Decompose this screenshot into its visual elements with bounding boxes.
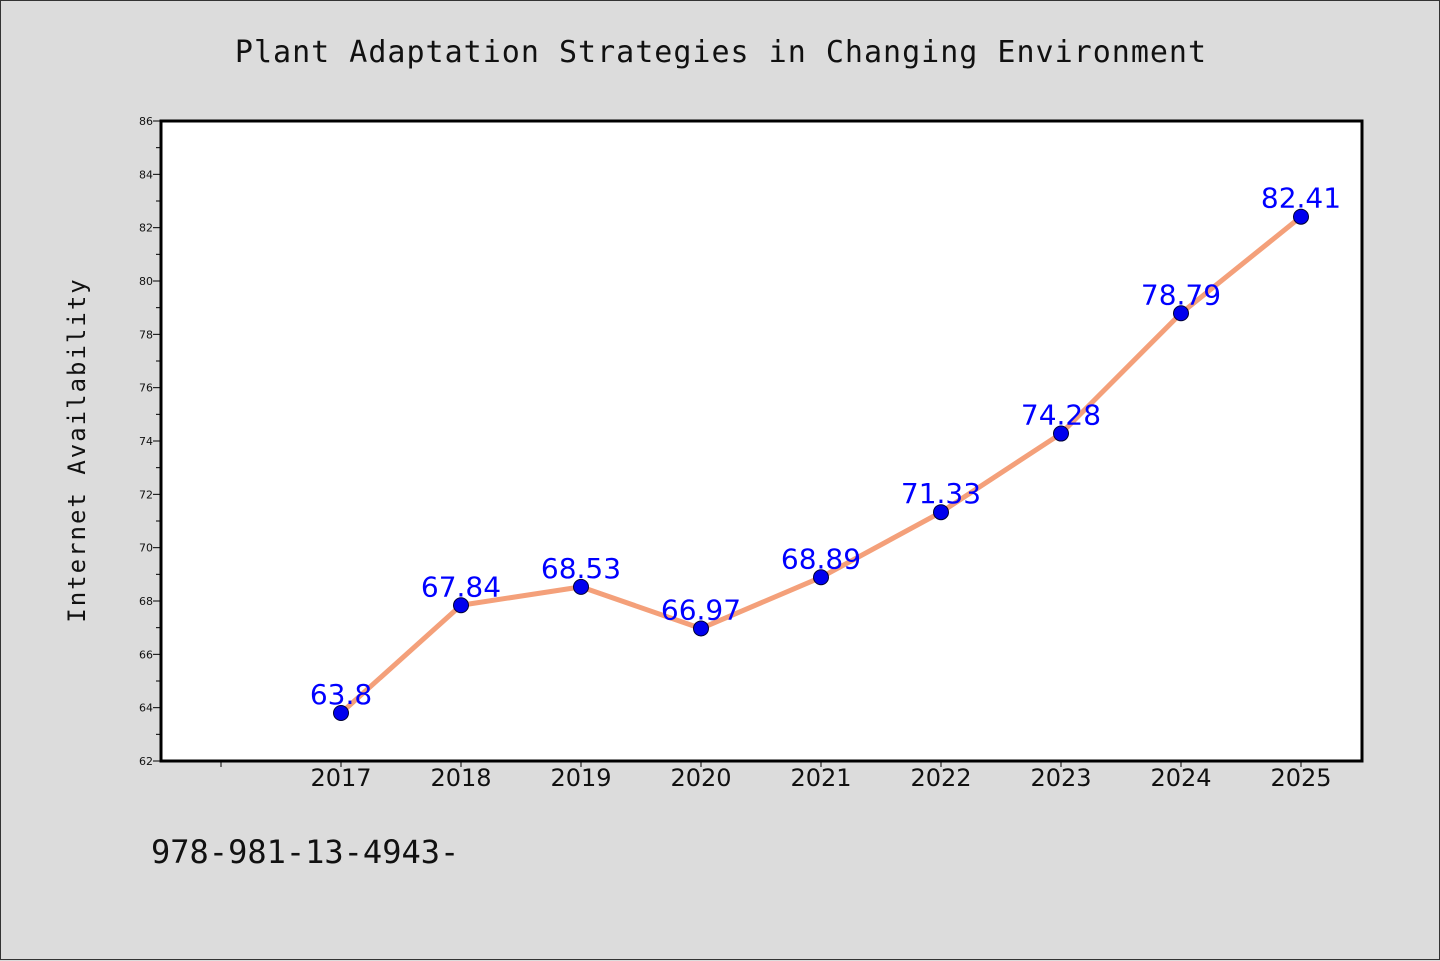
x-tick-label: 2022 [910,764,971,792]
x-tick-label: 2021 [790,764,851,792]
data-point [693,620,709,637]
y-tick-label: 66 [139,648,153,661]
y-tick-label: 62 [139,755,153,768]
data-label: 68.89 [781,542,861,575]
data-label: 67.84 [421,570,501,603]
data-label: 74.28 [1021,399,1101,432]
y-tick-label: 68 [139,595,153,608]
y-tick-label: 70 [139,542,153,555]
data-label: 68.53 [541,552,621,585]
isbn-footer-text: 978-981-13-4943- [151,833,460,871]
data-point [1293,208,1309,225]
x-tick-label: 2023 [1030,764,1091,792]
x-tick-label: 2017 [310,764,371,792]
y-tick-label: 80 [139,275,153,288]
data-label: 78.79 [1141,278,1221,311]
y-tick-label: 86 [139,115,153,128]
chart-title: Plant Adaptation Strategies in Changing … [234,35,1208,70]
data-label: 82.41 [1261,182,1341,215]
data-point [573,578,589,595]
y-tick-label: 78 [139,328,153,341]
data-point [453,597,469,614]
x-tick-label: 2019 [550,764,611,792]
data-label: 71.33 [901,477,981,510]
x-tick-label: 2018 [430,764,491,792]
data-point [1173,305,1189,322]
plot-area [159,119,1364,763]
y-tick-label: 72 [139,488,153,501]
y-tick-label: 82 [139,222,153,235]
y-tick-label: 64 [139,702,153,715]
y-tick-label: 84 [139,168,153,181]
x-tick-label: 2020 [670,764,731,792]
data-label: 66.97 [661,593,741,626]
data-point [933,504,949,521]
x-tick-label: 2024 [1150,764,1211,792]
data-point [1053,425,1069,442]
data-point [813,569,829,586]
y-tick-label: 74 [139,435,153,448]
x-tick-label: 2025 [1270,764,1331,792]
y-tick-label: 76 [139,382,153,395]
data-label: 63.8 [310,678,372,711]
data-point [333,705,349,721]
